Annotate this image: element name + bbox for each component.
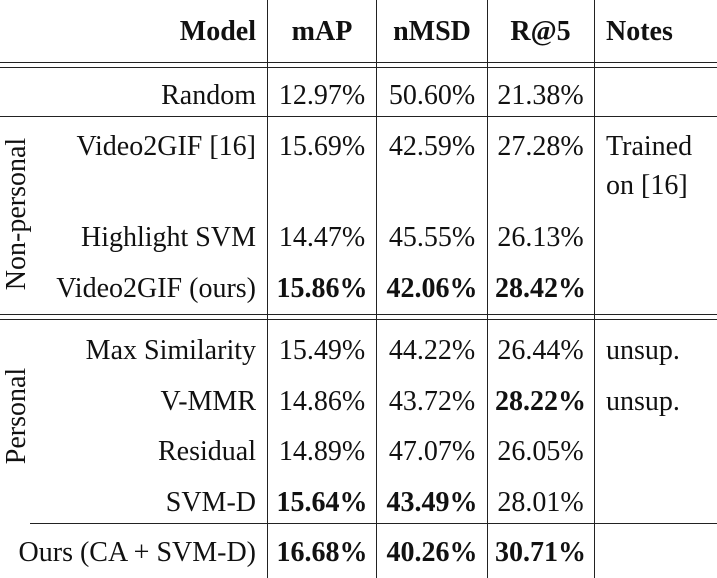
header-rule-bottom [0,67,717,69]
row-nmsd: 44.22% [388,335,476,366]
row-map: 15.69% [278,131,366,162]
row-map: 15.49% [278,335,366,366]
row-r5: 26.13% [497,222,584,253]
row-r5: 30.71% [495,537,586,568]
row-nmsd: 42.59% [388,131,476,162]
row-model: SVM-D [165,487,256,518]
row-r5: 27.28% [497,131,584,162]
row-nmsd: 43.49% [386,487,478,518]
row-map: 14.86% [278,386,366,417]
row-model: V-MMR [160,386,256,417]
row-map: 14.47% [278,222,366,253]
row-nmsd: 42.06% [386,273,478,304]
row-nmsd: 50.60% [388,80,476,111]
col-divider-2 [376,0,378,578]
row-model: Ours (CA + SVM-D) [18,537,256,568]
row-r5: 21.38% [497,80,584,111]
final-row-rule [30,523,717,525]
row-r5: 28.42% [495,273,586,304]
row-notes-continued: on [16] [606,170,688,201]
row-map: 15.64% [276,487,368,518]
row-nmsd: 43.72% [388,386,476,417]
row-map: 15.86% [276,273,368,304]
row-model: Max Similarity [85,335,256,366]
col-divider-1 [267,0,269,578]
row-r5: 28.01% [497,487,584,518]
row-model: Random [161,80,256,111]
header-map: mAP [291,16,353,47]
random-rule [0,116,717,118]
row-notes: unsup. [606,335,680,366]
header-nmsd: nMSD [393,16,471,47]
row-model: Video2GIF [16] [76,131,256,162]
row-nmsd: 45.55% [388,222,476,253]
header-rule-top [0,62,717,64]
row-model: Highlight SVM [80,222,256,253]
row-notes: Trained [606,131,693,162]
row-r5: 26.05% [497,436,584,467]
header-notes: Notes [606,16,673,47]
header-r5: R@5 [510,16,571,47]
row-map: 14.89% [278,436,366,467]
row-r5: 26.44% [497,335,584,366]
col-divider-3 [487,0,489,578]
col-divider-4 [594,0,596,578]
row-nmsd: 47.07% [388,436,476,467]
group-rule-top [0,314,717,316]
row-model: Video2GIF (ours) [56,273,256,304]
row-map: 12.97% [278,80,366,111]
group-rule-bottom [0,319,717,321]
row-nmsd: 40.26% [386,537,478,568]
row-r5: 28.22% [495,386,586,417]
header-model: Model [179,16,256,47]
row-map: 16.68% [276,537,368,568]
row-notes: unsup. [606,386,680,417]
row-model: Residual [158,436,256,467]
